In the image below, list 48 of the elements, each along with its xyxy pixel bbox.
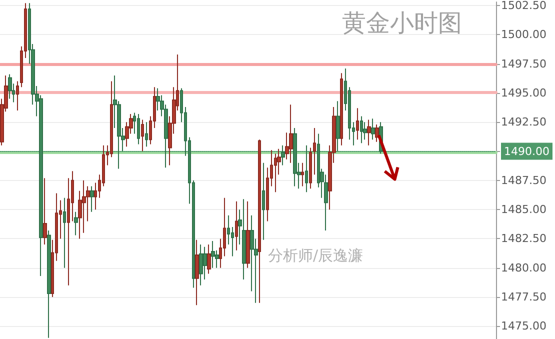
candlestick [262,162,265,240]
chart-title: 黄金小时图 [342,9,462,37]
y-tick-label: 1482.50 [501,232,546,246]
candlestick [8,74,12,100]
candlestick [293,127,297,187]
y-tick-label: 1487.50 [501,174,546,187]
candlestick [211,240,215,268]
candlestick [274,153,277,193]
candlestick [375,124,379,142]
candlestick [63,197,66,268]
candlestick [336,100,340,152]
y-tick-label: 1475.00 [501,320,546,333]
candlestick [141,119,144,152]
candlestick [356,108,359,140]
annotation: 分析师/辰逸濂 [268,246,364,264]
candlestick [137,113,140,145]
y-tick-label: 1480.00 [501,261,546,274]
y-tick-label: 1502.50 [501,0,546,12]
candlestick [16,80,19,111]
y-tick-label: 1500.00 [501,28,546,42]
y-tick-label: 1497.50 [501,57,546,70]
candlestick [301,162,304,187]
candlestick [246,200,250,268]
y-tick-label: 1492.50 [501,116,546,129]
candlestick [289,104,293,164]
ref-line-label: 1490.00 [504,144,550,158]
candlestick [371,118,375,140]
candlestick [74,211,78,236]
y-tick-label: 1495.00 [501,86,546,100]
candlestick [305,144,308,193]
candlestick [281,144,285,166]
candlestick [47,230,51,338]
candlestick [199,244,203,286]
candlestick [313,127,316,176]
candlestick [43,178,47,246]
y-tick-label: 1477.50 [501,290,546,304]
candlestick [195,239,199,306]
candlestick [242,198,246,280]
candlestick [258,139,261,304]
candlestick [145,122,148,148]
candlestick [367,119,371,146]
candlestick [207,244,211,274]
candlestick [309,147,312,190]
candlestick [340,72,343,146]
candlestick [90,186,94,212]
candlestick [360,116,363,144]
candlestick [235,200,238,251]
y-tick-label: 1485.00 [501,203,546,216]
